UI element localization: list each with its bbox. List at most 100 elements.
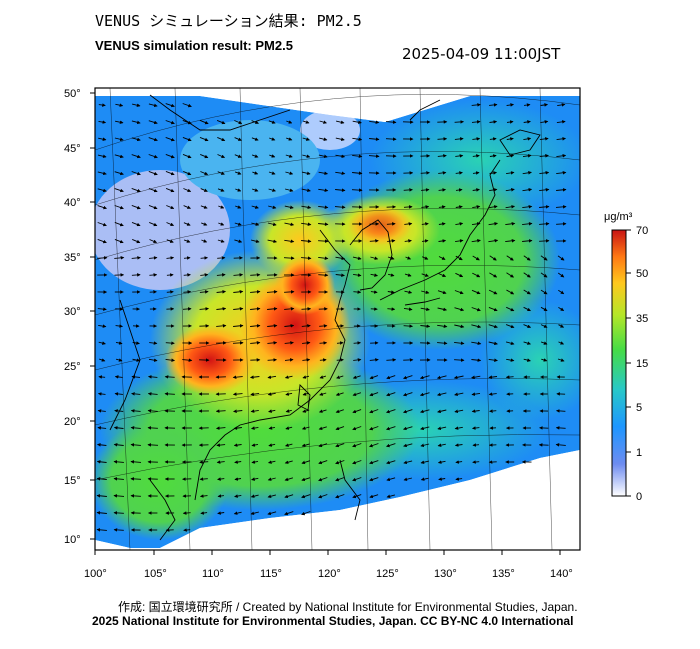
wind-arrow [541, 358, 548, 362]
wind-arrow [335, 426, 345, 431]
wind-arrow [96, 494, 107, 498]
wind-arrow [149, 221, 158, 227]
wind-arrow [454, 324, 465, 329]
wind-arrow [131, 256, 141, 260]
wind-arrow [284, 324, 295, 328]
wind-arrow [148, 137, 158, 142]
wind-arrow [438, 222, 446, 226]
wind-arrow [540, 120, 549, 124]
wind-arrow [200, 205, 208, 209]
lon-label: 125° [376, 568, 399, 580]
wind-arrow [98, 375, 106, 379]
wind-arrow [99, 358, 106, 362]
wind-arrow [335, 460, 345, 465]
wind-arrow [506, 137, 514, 141]
wind-arrow [318, 171, 328, 176]
wind-arrow [387, 239, 396, 243]
wind-arrow [385, 137, 397, 141]
wind-arrow [437, 137, 448, 141]
wind-arrow [267, 494, 277, 499]
wind-arrow [522, 204, 533, 209]
wind-arrow [199, 119, 209, 125]
wind-arrow [403, 477, 413, 481]
wind-arrow [489, 154, 497, 158]
wind-arrow [234, 154, 242, 158]
wind-arrow [540, 255, 548, 261]
wind-arrow [506, 103, 514, 107]
wind-arrow [147, 426, 158, 430]
wind-arrow [182, 153, 192, 159]
wind-arrow [522, 187, 533, 192]
wind-arrow [132, 358, 141, 362]
wind-arrow [148, 204, 158, 210]
wind-arrow [472, 443, 480, 447]
wind-arrow [217, 136, 226, 142]
wind-arrow [284, 375, 293, 379]
wind-arrow [166, 222, 175, 226]
wind-arrow [115, 341, 123, 345]
wind-arrow [437, 290, 447, 295]
wind-arrow [113, 460, 124, 464]
wind-arrow [455, 222, 464, 226]
wind-arrow [335, 273, 345, 277]
wind-arrow [539, 205, 550, 209]
wind-arrow [183, 205, 191, 209]
lon-label: 120° [318, 568, 341, 580]
wind-arrow [267, 375, 277, 379]
wind-arrow [386, 120, 397, 124]
colorbar: μg/m³ 70 50 35 15 5 1 0 [604, 211, 648, 503]
wind-arrow [421, 273, 429, 277]
wind-arrow [454, 137, 464, 141]
wind-arrow [471, 120, 481, 124]
wind-arrow [235, 205, 242, 209]
wind-arrow [166, 273, 174, 277]
wind-arrow [286, 120, 293, 124]
colorbar-scale [611, 229, 627, 497]
wind-arrow [302, 137, 310, 141]
wind-arrow [147, 409, 158, 413]
wind-arrow [250, 239, 260, 244]
wind-arrow [165, 153, 175, 159]
latitude-axis: 50° 45° 40° 35° 30° 25° 20° 15° 10° [64, 88, 81, 546]
wind-arrow [318, 154, 328, 159]
wind-arrow [488, 392, 497, 396]
wind-arrow [97, 238, 107, 244]
wind-arrow [267, 324, 278, 328]
wind-arrow [558, 307, 565, 311]
wind-arrow [250, 273, 261, 277]
wind-arrow [131, 221, 141, 227]
wind-arrow [506, 306, 515, 312]
wind-arrow [336, 358, 344, 362]
wind-arrow [165, 120, 175, 125]
wind-arrow [266, 290, 278, 294]
wind-arrow [284, 290, 295, 294]
wind-arrow [200, 188, 208, 192]
wind-arrow [540, 306, 548, 312]
wind-arrow [488, 324, 498, 329]
wind-arrow [234, 494, 242, 498]
wind-arrow [335, 392, 344, 396]
wind-arrow [286, 137, 293, 141]
wind-arrow [165, 103, 175, 108]
wind-arrow [97, 222, 107, 227]
colorbar-tick: 50 [636, 268, 648, 280]
wind-arrow [97, 409, 106, 413]
wind-arrow [285, 154, 293, 158]
colorbar-tick: 15 [636, 358, 648, 370]
wind-arrow [403, 409, 413, 414]
wind-arrow [437, 460, 446, 464]
wind-arrow [149, 341, 158, 345]
wind-arrow [455, 477, 463, 481]
wind-arrow [420, 477, 429, 481]
wind-arrow [285, 443, 293, 447]
wind-arrow [301, 494, 311, 499]
wind-arrow [419, 375, 430, 380]
wind-arrow [438, 205, 446, 209]
wind-arrow [199, 136, 209, 142]
wind-arrow [96, 477, 107, 481]
wind-arrow [436, 375, 447, 380]
wind-arrow [523, 272, 531, 278]
copyright-line: 2025 National Institute for Environmenta… [92, 614, 574, 628]
longitude-axis: 100° 105° 110° 115° 120° 125° 130° 135° … [84, 568, 573, 580]
wind-arrow [506, 358, 515, 362]
